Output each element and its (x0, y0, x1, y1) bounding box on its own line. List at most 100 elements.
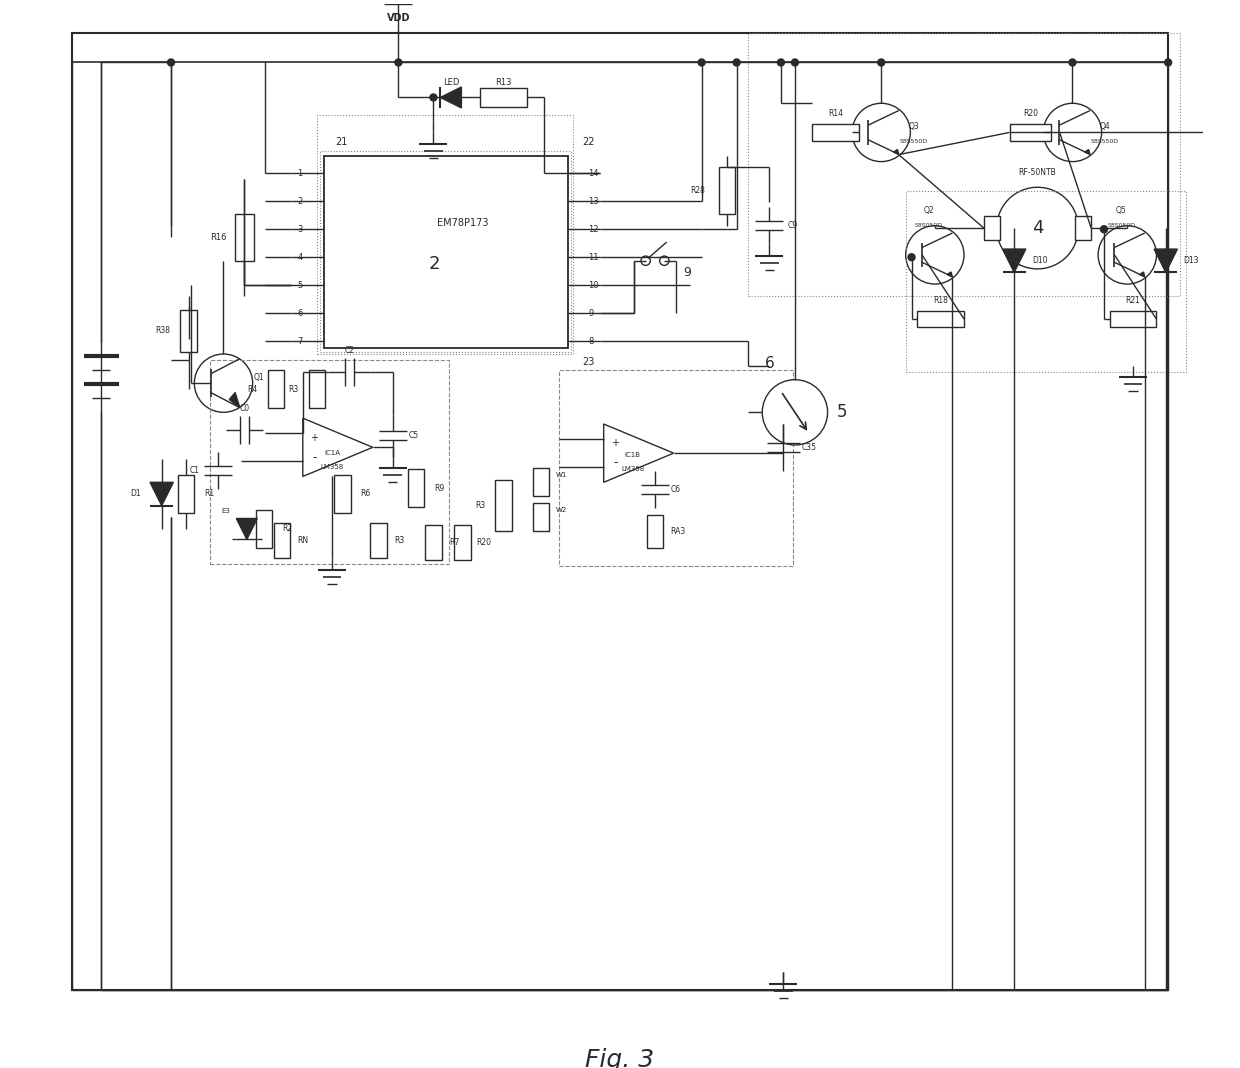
Bar (905, 191, 1185, 372)
Circle shape (1069, 59, 1076, 66)
Bar (371, 523, 387, 559)
Text: R13: R13 (495, 78, 512, 87)
Circle shape (908, 254, 915, 261)
Text: IC1A: IC1A (324, 450, 340, 456)
Bar (983, 217, 1001, 239)
Text: S8S050D: S8S050D (915, 223, 944, 229)
Bar (559, 371, 792, 566)
Polygon shape (229, 393, 239, 408)
Polygon shape (440, 87, 461, 108)
Circle shape (791, 59, 799, 66)
Text: R3: R3 (394, 536, 404, 545)
Text: 9: 9 (589, 309, 594, 317)
Text: R14: R14 (828, 109, 843, 119)
Circle shape (641, 256, 650, 265)
Text: Q4: Q4 (1100, 122, 1111, 131)
Text: W1: W1 (556, 472, 568, 478)
Circle shape (1099, 225, 1157, 284)
Bar (320, 151, 572, 351)
Text: W2: W2 (556, 507, 568, 514)
Text: C5: C5 (408, 431, 419, 440)
Text: R7: R7 (449, 538, 460, 548)
Polygon shape (1140, 272, 1145, 277)
Text: 4: 4 (298, 253, 303, 262)
Bar (316, 115, 573, 354)
Circle shape (733, 59, 740, 66)
Bar (274, 523, 290, 559)
Bar (179, 475, 195, 513)
Circle shape (660, 256, 668, 265)
Bar (532, 503, 549, 531)
Polygon shape (1002, 249, 1025, 272)
Text: 13: 13 (589, 197, 599, 206)
Circle shape (1100, 225, 1107, 233)
Text: 3: 3 (298, 224, 303, 234)
Circle shape (777, 59, 785, 66)
Text: R16: R16 (211, 233, 227, 242)
Bar (1009, 124, 1052, 141)
Circle shape (905, 225, 963, 284)
Circle shape (997, 187, 1079, 269)
Text: R3: R3 (475, 501, 485, 511)
Bar (748, 33, 1179, 296)
Bar (309, 371, 325, 408)
Circle shape (167, 59, 175, 66)
Bar (454, 525, 471, 561)
Text: S8S550D: S8S550D (900, 139, 928, 144)
Circle shape (394, 59, 402, 66)
Text: 5: 5 (836, 404, 847, 422)
Text: D10: D10 (1032, 256, 1048, 265)
Bar (257, 511, 273, 548)
Text: C1: C1 (190, 466, 200, 475)
Text: C9: C9 (787, 221, 797, 231)
Text: C0: C0 (239, 405, 249, 413)
Text: 11: 11 (589, 253, 599, 262)
Polygon shape (1085, 150, 1090, 154)
Polygon shape (1154, 249, 1178, 272)
Text: 22: 22 (583, 137, 595, 146)
Text: S8S050D: S8S050D (1107, 223, 1136, 229)
Text: Fig. 3: Fig. 3 (585, 1048, 655, 1068)
Text: 6: 6 (298, 309, 303, 317)
Text: LED: LED (443, 78, 459, 87)
Text: C6: C6 (671, 485, 681, 493)
Bar (425, 525, 441, 561)
Circle shape (698, 59, 706, 66)
Text: IC1B: IC1B (625, 453, 641, 458)
Bar (268, 371, 284, 408)
Text: R9: R9 (434, 484, 444, 492)
Bar (335, 475, 351, 513)
Text: Q3: Q3 (909, 122, 919, 131)
Text: Q5: Q5 (1116, 206, 1127, 215)
Bar (408, 470, 424, 507)
Bar (812, 124, 859, 141)
Text: R1: R1 (205, 489, 215, 499)
Bar (180, 310, 197, 351)
Bar (532, 468, 549, 497)
Text: R38: R38 (155, 326, 170, 335)
Text: -: - (613, 456, 618, 469)
Bar (918, 311, 963, 327)
Text: LM358: LM358 (621, 467, 645, 472)
Circle shape (1043, 104, 1101, 161)
Text: D1: D1 (130, 489, 141, 499)
Text: R18: R18 (934, 296, 949, 304)
Bar (719, 168, 735, 214)
Text: S8S550D: S8S550D (1091, 139, 1120, 144)
Circle shape (1164, 59, 1172, 66)
Text: 6: 6 (764, 356, 774, 371)
Text: E3: E3 (222, 508, 231, 515)
Text: Q1: Q1 (253, 373, 264, 382)
Text: VDD: VDD (387, 13, 410, 23)
Text: +: + (611, 439, 619, 449)
Circle shape (852, 104, 910, 161)
Bar (480, 89, 527, 107)
Text: R4: R4 (248, 384, 258, 393)
Text: D13: D13 (1184, 256, 1199, 265)
Text: R2: R2 (283, 524, 293, 533)
Text: 1: 1 (298, 169, 303, 177)
Text: R28: R28 (691, 186, 706, 195)
Bar (1110, 311, 1157, 327)
Text: -: - (312, 451, 316, 464)
Bar (210, 360, 449, 564)
